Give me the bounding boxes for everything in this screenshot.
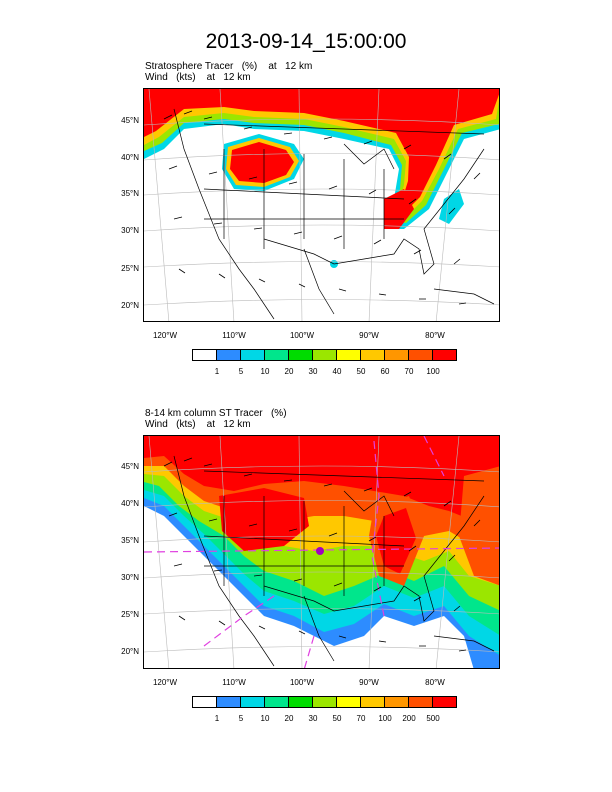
colorbar-swatch [432, 696, 457, 708]
panel1-coastlines [173, 108, 495, 320]
panel2-lon-110: 110°W [222, 678, 246, 687]
panel2-colorbar-labels: 1 5 10 20 30 50 70 100 200 500 [193, 714, 457, 726]
panel2-lon-120: 120°W [152, 678, 178, 687]
colorbar-tick-label: 40 [332, 367, 342, 376]
panel1-colorbar [192, 349, 457, 361]
colorbar-swatch [192, 696, 217, 708]
panel2-lon-90: 90°W [359, 678, 379, 687]
panel2-wind-barbs [163, 457, 481, 652]
panel1-map-graphic [144, 89, 499, 321]
colorbar-tick-label: 50 [332, 714, 342, 723]
panel1-lat-45: 45°N [121, 116, 139, 125]
colorbar-tick-label: 50 [356, 367, 366, 376]
colorbar-swatch [360, 349, 385, 361]
panel2-lat-45: 45°N [121, 462, 139, 471]
colorbar-swatch [264, 696, 289, 708]
colorbar-tick-label: 30 [308, 367, 318, 376]
panel2-lat-20: 20°N [121, 647, 139, 656]
panel2-coastlines [173, 455, 495, 667]
panel2-tracer-field [144, 436, 499, 668]
panel1-subtitle-line1: Stratosphere Tracer (%) at 12 km [145, 61, 313, 72]
colorbar-swatch [408, 696, 433, 708]
panel1-wind-barbs [163, 110, 481, 305]
panel1-lat-40: 40°N [121, 153, 139, 162]
panel1-lon-100: 100°W [289, 331, 315, 340]
colorbar-tick-label: 20 [284, 714, 294, 723]
panel2-map [143, 435, 500, 669]
panel2-colorbar [192, 696, 457, 708]
panel1-lat-30: 30°N [121, 226, 139, 235]
colorbar-swatch [288, 349, 313, 361]
colorbar-swatch [408, 349, 433, 361]
colorbar-tick-label: 70 [404, 367, 414, 376]
panel1-lon-120: 120°W [152, 331, 178, 340]
panel1-graticule [144, 89, 499, 321]
panel1-colorbar-labels: 1 5 10 20 30 40 50 60 70 100 [193, 367, 457, 379]
colorbar-tick-label: 30 [308, 714, 318, 723]
panel2-subtitle-line1: 8-14 km column ST Tracer (%) [145, 408, 287, 419]
panel1-lat-25: 25°N [121, 264, 139, 273]
panel2-purple-marker [316, 547, 324, 555]
colorbar-swatch [240, 349, 265, 361]
colorbar-tick-label: 10 [260, 367, 270, 376]
panel2-lat-35: 35°N [121, 536, 139, 545]
colorbar-swatch [240, 696, 265, 708]
colorbar-swatch [336, 349, 361, 361]
panel1-lat-35: 35°N [121, 189, 139, 198]
panel1-lat-20: 20°N [121, 301, 139, 310]
colorbar-swatch [312, 696, 337, 708]
colorbar-swatch [384, 349, 409, 361]
panel2-lat-40: 40°N [121, 499, 139, 508]
colorbar-swatch [360, 696, 385, 708]
colorbar-swatch [336, 696, 361, 708]
panel1-lon-80: 80°W [425, 331, 445, 340]
colorbar-tick-label: 5 [238, 714, 244, 723]
colorbar-swatch [432, 349, 457, 361]
panel1-subtitle-line2: Wind (kts) at 12 km [145, 72, 251, 83]
colorbar-tick-label: 10 [260, 714, 270, 723]
panel2-magenta-contours [144, 436, 499, 668]
colorbar-tick-label: 60 [380, 367, 390, 376]
panel1-map [143, 88, 500, 322]
colorbar-tick-label: 100 [426, 367, 440, 376]
panel2-map-graphic [144, 436, 499, 668]
colorbar-tick-label: 20 [284, 367, 294, 376]
colorbar-swatch [384, 696, 409, 708]
colorbar-tick-label: 200 [402, 714, 416, 723]
colorbar-swatch [288, 696, 313, 708]
panel2-lon-80: 80°W [425, 678, 445, 687]
panel2-subtitle-line2: Wind (kts) at 12 km [145, 419, 251, 430]
colorbar-tick-label: 100 [378, 714, 392, 723]
panel2-lat-30: 30°N [121, 573, 139, 582]
colorbar-tick-label: 70 [356, 714, 366, 723]
colorbar-tick-label: 500 [426, 714, 440, 723]
panel2-lon-100: 100°W [289, 678, 315, 687]
colorbar-tick-label: 1 [214, 714, 220, 723]
colorbar-swatch [216, 696, 241, 708]
colorbar-swatch [312, 349, 337, 361]
colorbar-tick-label: 5 [238, 367, 244, 376]
colorbar-tick-label: 1 [214, 367, 220, 376]
panel1-tracer-field [144, 89, 499, 268]
panel2-graticule [144, 436, 499, 668]
colorbar-swatch [216, 349, 241, 361]
page-title: 2013-09-14_15:00:00 [205, 30, 407, 53]
colorbar-swatch [192, 349, 217, 361]
colorbar-swatch [264, 349, 289, 361]
panel1-lon-110: 110°W [222, 331, 246, 340]
panel2-lat-25: 25°N [121, 610, 139, 619]
panel1-lon-90: 90°W [359, 331, 379, 340]
